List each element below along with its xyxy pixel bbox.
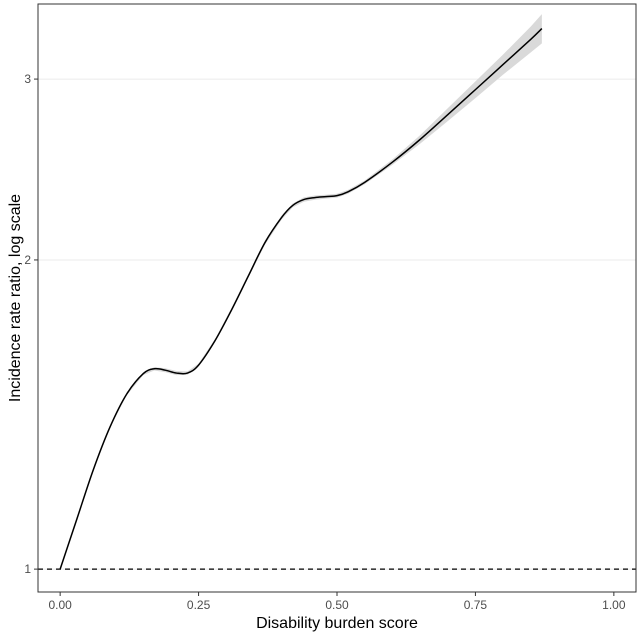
x-tick-label-0.25: 0.25 — [187, 598, 211, 612]
series-line — [59, 28, 543, 570]
y-tick-label-1: 1 — [24, 562, 31, 576]
x-tick-label-0.50: 0.50 — [325, 598, 349, 612]
x-tick-label-1.00: 1.00 — [602, 598, 626, 612]
x-tick-label-0.75: 0.75 — [464, 598, 488, 612]
y-tick-label-3: 3 — [24, 72, 31, 86]
grid-lines — [38, 78, 636, 570]
y-tick-label-2: 2 — [24, 253, 31, 267]
panel-border — [37, 3, 637, 593]
y-axis-title: Incidence rate ratio, log scale — [7, 194, 24, 402]
x-axis-title: Disability burden score — [256, 615, 418, 632]
axes: 0.00 0.25 0.50 0.75 1.00 1 2 3 — [24, 72, 626, 612]
x-tick-label-0.00: 0.00 — [48, 598, 72, 612]
confidence-ribbon — [60, 14, 542, 570]
